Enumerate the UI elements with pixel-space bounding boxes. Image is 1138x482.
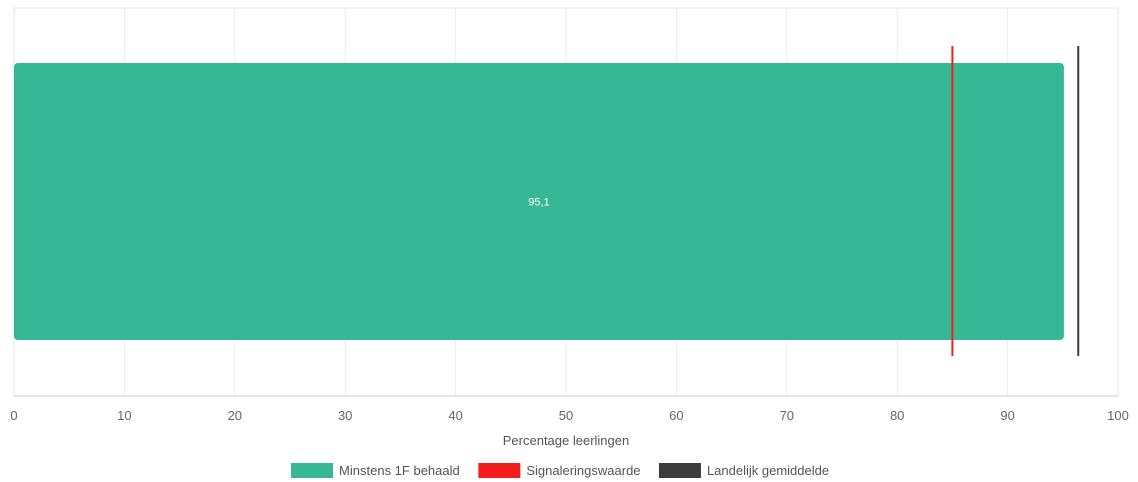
bar-0-0[interactable] bbox=[14, 63, 1064, 340]
bar-value-label: 95,1 bbox=[528, 197, 549, 209]
reference-lines-group bbox=[951, 46, 1080, 356]
x-tick-label-60: 60 bbox=[669, 408, 683, 423]
x-tick-label-30: 30 bbox=[338, 408, 352, 423]
x-tick-label-20: 20 bbox=[228, 408, 242, 423]
bars-group: 95,1 bbox=[14, 63, 1064, 340]
x-tick-label-50: 50 bbox=[559, 408, 573, 423]
legend-label-1: Signaleringswaarde bbox=[526, 463, 640, 478]
x-tick-label-10: 10 bbox=[117, 408, 131, 423]
legend-label-2: Landelijk gemiddelde bbox=[707, 463, 829, 478]
legend-swatch-0 bbox=[291, 463, 334, 478]
x-tick-label-70: 70 bbox=[780, 408, 794, 423]
legend: Minstens 1F behaald Signaleringswaarde Lan… bbox=[291, 463, 829, 478]
x-tick-label-80: 80 bbox=[890, 408, 904, 423]
x-axis-title: Percentage leerlingen bbox=[503, 433, 629, 448]
legend-swatch-1 bbox=[478, 463, 521, 478]
x-axis-ticks: 0 10 20 30 40 50 60 70 80 90 100 bbox=[10, 408, 1128, 423]
legend-swatch-2 bbox=[658, 463, 701, 478]
x-tick-label-90: 90 bbox=[1000, 408, 1014, 423]
x-tick-label-40: 40 bbox=[448, 408, 462, 423]
x-tick-label-100: 100 bbox=[1107, 408, 1129, 423]
legend-label-0: Minstens 1F behaald bbox=[339, 463, 460, 478]
x-tick-label-0: 0 bbox=[10, 408, 17, 423]
